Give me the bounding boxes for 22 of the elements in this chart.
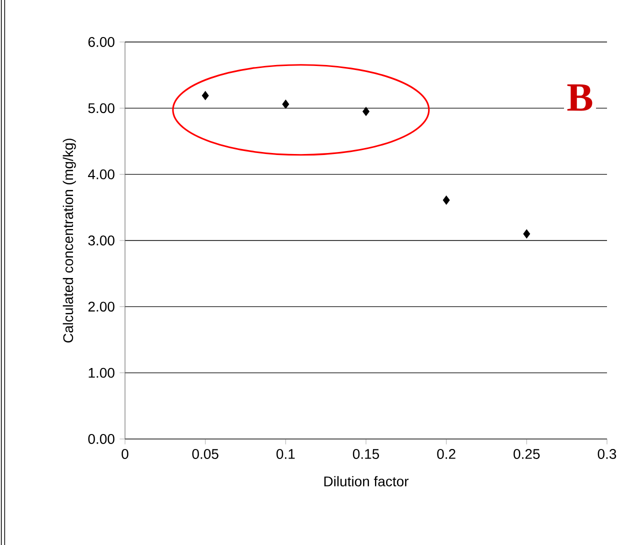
x-axis-title: Dilution factor — [324, 476, 409, 486]
y-tick-label: 2.00 — [88, 302, 114, 312]
x-tick-label: 0.3 — [598, 449, 616, 459]
y-tick-label: 0.00 — [88, 434, 114, 444]
x-tick-label: 0.2 — [437, 449, 456, 459]
x-tick-label: 0.15 — [352, 449, 380, 459]
point — [362, 106, 370, 116]
y-tick-label: 3.00 — [88, 236, 114, 246]
x-tick-label: 0.25 — [514, 449, 540, 459]
annotation: B — [567, 84, 592, 111]
y-tick-label: 1.00 — [88, 368, 114, 378]
y-axis-title: Calculated concentration (mg/kg) — [62, 138, 76, 342]
y-tick-label: 5.00 — [88, 103, 114, 114]
point — [442, 196, 450, 205]
x-tick-label: 0.1 — [276, 449, 295, 459]
y-tick-label: 4.00 — [88, 169, 114, 180]
x-tick-label: 0.05 — [192, 449, 218, 459]
point — [202, 91, 209, 100]
y-tick-label: 6.00 — [88, 37, 114, 47]
point — [282, 100, 290, 109]
point — [523, 229, 530, 238]
x-tick-label: 0 — [122, 449, 128, 459]
